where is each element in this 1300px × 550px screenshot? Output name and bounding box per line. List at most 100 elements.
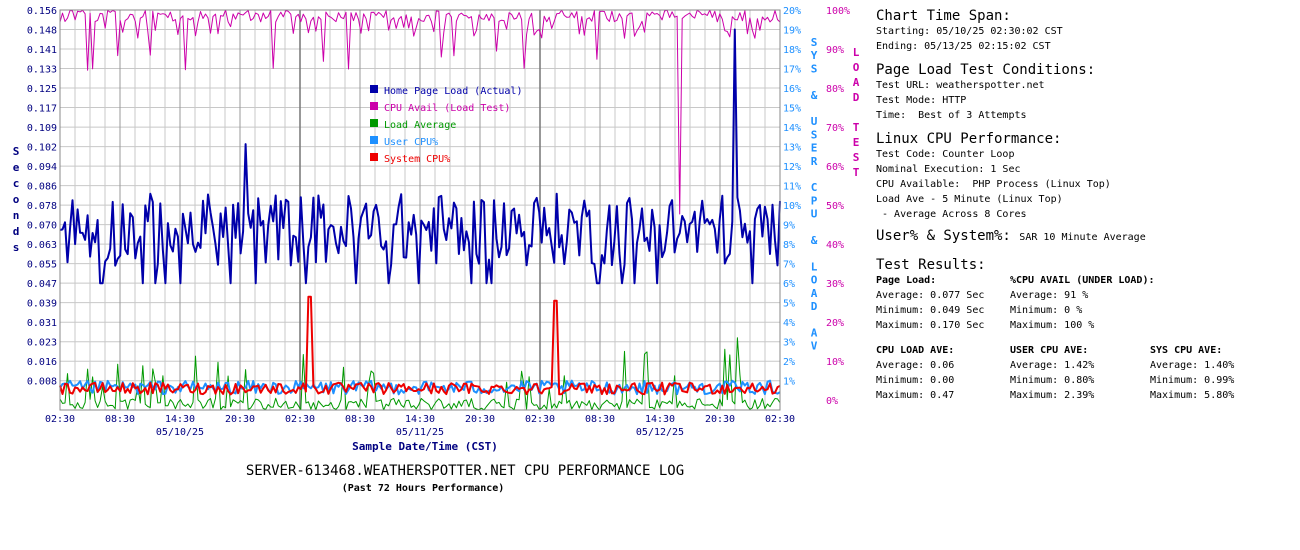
y-loadtest-tick: 70% (826, 123, 844, 134)
load-avg: Average: 0.06 (876, 360, 955, 371)
x-tick: 20:30 (225, 414, 255, 425)
axis-title-letter: n (13, 209, 20, 222)
chart-legend: Home Page Load (Actual) CPU Avail (Load T… (370, 85, 522, 165)
x-date-tick: 05/11/25 (396, 427, 444, 438)
y-left-tick: 0.133 (27, 65, 57, 76)
axis-title-letter: L (853, 46, 860, 59)
y-loadtest-tick: 40% (826, 240, 844, 251)
y-right-tick: 20% (783, 6, 801, 17)
legend-swatch (370, 119, 378, 127)
conditions-mode: Test Mode: HTTP (876, 95, 967, 106)
usersys-note: SAR 10 Minute Average (1019, 232, 1146, 243)
y-left-tick: 0.141 (27, 45, 57, 56)
axis-title-letter: T (853, 121, 860, 134)
usersys-heading: User% & System%: SAR 10 Minute Average (876, 228, 1296, 245)
axis-title-letter: e (13, 161, 20, 174)
chart-axes: 0.156 20% 0.148 19% 0.141 18% 0.133 17% 0.125 16%… (13, 6, 860, 438)
y-left-tick: 0.016 (27, 357, 57, 368)
y-loadtest-tick: 10% (826, 357, 844, 368)
axis-title-letter: D (853, 91, 860, 104)
chart-series (59, 9, 781, 411)
axis-title-letter: O (853, 61, 860, 74)
y-left-tick: 0.008 (27, 377, 57, 388)
sys-max: Maximum: 5.80% (1150, 390, 1235, 401)
axis-title-letter: E (853, 136, 860, 149)
y-loadtest-tick: 30% (826, 279, 844, 290)
x-tick: 02:30 (525, 414, 555, 425)
load-min: Minimum: 0.00 (876, 375, 955, 386)
page-load-min: Minimum: 0.049 Sec (876, 305, 985, 316)
y-loadtest-tick: 90% (826, 45, 844, 56)
axis-title-letter: o (13, 193, 20, 206)
y-right-tick: 19% (783, 26, 801, 37)
conditions-title: Page Load Test Conditions: (876, 62, 1096, 78)
y-left-tick: 0.125 (27, 84, 57, 95)
y-right-tick: 2% (783, 357, 795, 368)
axis-title-letter: S (811, 62, 818, 75)
y-right-tick: 1% (783, 377, 795, 388)
load-max: Maximum: 0.47 (876, 390, 955, 401)
linux-cores: - Average Across 8 Cores (876, 209, 1027, 220)
series-system-cpu (59, 295, 781, 396)
axis-title-letter: S (811, 128, 818, 141)
legend-swatch (370, 85, 378, 93)
y-left-tick: 0.063 (27, 240, 57, 251)
y-right-tick: 17% (783, 65, 801, 76)
y-right-tick: 15% (783, 104, 801, 115)
series-load-average (59, 337, 781, 411)
usersys-title: User% & System%: (876, 228, 1011, 244)
y-right-tick: 10% (783, 201, 801, 212)
axis-title-letter: & (811, 89, 818, 102)
y-right-tick: 14% (783, 123, 801, 134)
sys-head: SYS CPU AVE: (1150, 345, 1223, 356)
user-avg: Average: 1.42% (1010, 360, 1095, 371)
x-tick: 08:30 (585, 414, 615, 425)
chart-grid (59, 9, 781, 411)
cpu-avail-avg: Average: 91 % (1010, 290, 1089, 301)
axis-title-letter: U (811, 208, 818, 221)
user-min: Minimum: 0.80% (1010, 375, 1095, 386)
span-title: Chart Time Span: (876, 8, 1011, 24)
x-tick: 02:30 (45, 414, 75, 425)
y-right-tick: 6% (783, 279, 795, 290)
page-load-avg: Average: 0.077 Sec (876, 290, 985, 301)
sys-min: Minimum: 0.99% (1150, 375, 1235, 386)
y-right-tick: 5% (783, 299, 795, 310)
y-left-tick: 0.148 (27, 26, 57, 37)
axis-title-letter: S (13, 145, 20, 158)
y-loadtest-tick: 60% (826, 162, 844, 173)
y-right-tick: 13% (783, 143, 801, 154)
x-tick: 14:30 (405, 414, 435, 425)
cpu-performance-chart: 0.156 20% 0.148 19% 0.141 18% 0.133 17% 0.125 16%… (13, 6, 860, 494)
legend-label: User CPU% (384, 137, 438, 148)
axis-title-letter: V (811, 340, 818, 353)
y-loadtest-tick: 50% (826, 201, 844, 212)
legend-swatch (370, 102, 378, 110)
y-left-tick: 0.047 (27, 279, 57, 290)
axis-title-letter: R (811, 155, 818, 168)
linux-avail: CPU Available: PHP Process (Linux Top) (876, 179, 1111, 190)
linux-title: Linux CPU Performance: (876, 131, 1062, 147)
axis-title-letter: s (13, 241, 20, 254)
y-left-tick: 0.117 (27, 104, 57, 115)
y-left-tick: 0.023 (27, 338, 57, 349)
axis-title-letter: T (853, 166, 860, 179)
y-left-tick: 0.070 (27, 221, 57, 232)
axis-title-letter: S (811, 36, 818, 49)
axis-title-letter: E (811, 142, 818, 155)
series-home-page-load (59, 28, 781, 285)
axis-title-letter: & (811, 234, 818, 247)
y-right-tick: 9% (783, 221, 795, 232)
cpu-avail-head: %CPU AVAIL (UNDER LOAD): (1010, 275, 1155, 286)
x-tick: 14:30 (645, 414, 675, 425)
page-load-head: Page Load: (876, 275, 937, 286)
conditions-url: Test URL: weatherspotter.net (876, 80, 1045, 91)
cpu-avail-max: Maximum: 100 % (1010, 320, 1095, 331)
y-left-tick: 0.078 (27, 201, 57, 212)
y-left-tick: 0.109 (27, 123, 57, 134)
y-left-tick: 0.039 (27, 299, 57, 310)
legend-label: System CPU% (384, 154, 450, 165)
